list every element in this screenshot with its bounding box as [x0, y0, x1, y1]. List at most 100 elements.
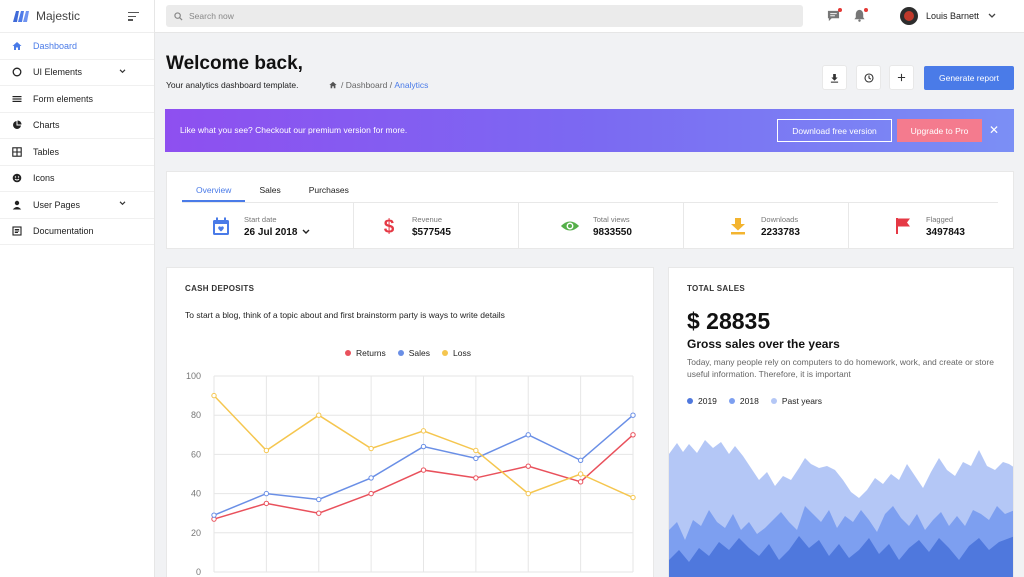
legend-item-returns[interactable]: Returns [345, 348, 386, 358]
line-chart: 100 80 60 40 20 0 [186, 371, 636, 577]
breadcrumb-dashboard[interactable]: Dashboard [345, 80, 388, 90]
data-point-sales[interactable] [630, 412, 636, 418]
sidebar-item-label: Tables [33, 146, 60, 157]
plus-icon [897, 73, 906, 82]
chevron-down-icon[interactable] [302, 229, 310, 235]
add-button[interactable] [890, 66, 913, 89]
data-point-returns[interactable] [525, 463, 531, 469]
calendar-icon [211, 216, 231, 236]
sidebar-item-icons[interactable]: Icons [0, 166, 154, 192]
data-point-loss[interactable] [525, 490, 531, 497]
menu-toggle-icon[interactable] [128, 12, 139, 21]
data-point-sales[interactable] [368, 475, 374, 481]
tab-overview[interactable]: Overview [182, 172, 246, 202]
legend-item-past-years[interactable]: Past years [770, 396, 822, 406]
topbar: Louis Barnett [155, 0, 1024, 33]
stats-tabs: Overview Sales Purchases [182, 172, 363, 202]
data-point-returns[interactable] [420, 467, 427, 473]
tab-purchases[interactable]: Purchases [308, 185, 349, 195]
stat-value: 26 Jul 2018 [244, 227, 310, 238]
data-point-sales[interactable] [525, 432, 531, 438]
data-point-sales[interactable] [211, 512, 217, 518]
close-icon[interactable]: ✕ [989, 123, 1000, 137]
stat-label: Revenue [412, 214, 443, 224]
stat-downloads: Downloads 2233783 [728, 203, 800, 249]
legend-item-2018[interactable]: 2018 [728, 396, 759, 406]
clock-icon [863, 72, 874, 83]
flag-icon [893, 216, 913, 236]
sidebar-item-label: Form elements [33, 93, 94, 104]
sidebar-item-label: Icons [33, 173, 55, 184]
legend-item-sales[interactable]: Sales [397, 348, 430, 358]
y-tick-label: 60 [191, 449, 201, 459]
home-icon [12, 41, 22, 51]
cash-deposits-title: CASH DEPOSITS [185, 284, 255, 293]
notifications-button[interactable] [853, 8, 868, 23]
sidebar-item-user-pages[interactable]: User Pages [0, 192, 154, 219]
download-free-button[interactable]: Download free version [777, 119, 892, 142]
chevron-down-icon [119, 68, 126, 73]
sidebar-item-form-elements[interactable]: Form elements [0, 86, 154, 113]
user-menu[interactable]: Louis Barnett [900, 7, 996, 25]
data-point-sales[interactable] [420, 443, 427, 450]
home-icon[interactable] [329, 81, 337, 89]
data-point-sales[interactable] [473, 455, 479, 462]
data-point-sales[interactable] [263, 490, 270, 497]
breadcrumb: / Dashboard / Analytics [329, 80, 428, 90]
total-sales-card: TOTAL SALES $ 28835 Gross sales over the… [668, 267, 1014, 577]
sidebar-item-tables[interactable]: Tables [0, 139, 154, 166]
data-point-loss[interactable] [368, 445, 374, 452]
total-sales-subtitle: Gross sales over the years [687, 337, 840, 351]
legend-item-2019[interactable]: 2019 [687, 396, 717, 406]
data-point-sales[interactable] [316, 496, 322, 503]
stats-card: Overview Sales Purchases Start date 26 Jul … [166, 171, 1014, 249]
sidebar-item-dashboard[interactable]: Dashboard [0, 33, 154, 60]
chat-button[interactable] [827, 8, 842, 23]
data-point-loss[interactable] [630, 494, 636, 501]
total-sales-text: Today, many people rely on computers to … [687, 357, 994, 379]
data-point-loss[interactable] [263, 447, 270, 454]
sidebar-item-label: UI Elements [33, 67, 83, 78]
grid-icon [12, 147, 22, 157]
data-point-returns[interactable] [473, 475, 479, 481]
total-sales-amount: $ 28835 [687, 308, 771, 334]
search-input[interactable] [189, 11, 769, 21]
download-button[interactable] [823, 66, 846, 89]
data-point-returns[interactable] [263, 500, 270, 507]
bell-icon [854, 9, 865, 22]
stat-label: Downloads [761, 214, 799, 224]
brand: Majestic [0, 0, 154, 33]
upgrade-pro-button[interactable]: Upgrade to Pro [897, 119, 982, 142]
y-tick-label: 40 [191, 489, 201, 499]
sidebar-item-ui-elements[interactable]: UI Elements [0, 60, 154, 86]
data-point-loss[interactable] [316, 412, 322, 418]
data-point-loss[interactable] [211, 392, 217, 399]
cash-deposits-description: To start a blog, think of a topic about … [185, 310, 505, 320]
eye-icon [560, 216, 580, 236]
sidebar-item-charts[interactable]: Charts [0, 113, 154, 139]
data-point-loss[interactable] [420, 428, 427, 434]
stat-start-date[interactable]: Start date 26 Jul 2018 [211, 203, 310, 249]
stat-label: Total views [593, 214, 630, 224]
list-icon [12, 94, 22, 104]
data-point-returns[interactable] [316, 510, 322, 516]
data-point-loss[interactable] [473, 447, 479, 454]
data-point-returns[interactable] [630, 432, 636, 438]
tab-sales[interactable]: Sales [259, 185, 281, 195]
data-point-returns[interactable] [368, 490, 374, 497]
legend-item-loss[interactable]: Loss [442, 348, 471, 358]
history-button[interactable] [857, 66, 880, 89]
data-point-returns[interactable] [577, 479, 584, 485]
sidebar-item-label: Dashboard [33, 40, 78, 51]
data-point-sales[interactable] [577, 457, 584, 463]
notification-dot [864, 8, 868, 12]
generate-report-button[interactable]: Generate report [924, 66, 1014, 90]
y-tick-label: 80 [191, 410, 201, 420]
data-point-loss[interactable] [577, 471, 584, 477]
sidebar-item-documentation[interactable]: Documentation [0, 219, 154, 245]
line-chart-legend: Returns Sales Loss [345, 348, 483, 358]
area-chart [669, 440, 1013, 577]
sidebar-nav: Dashboard UI Elements Form elements Charts T… [0, 33, 154, 245]
promo-banner: Like what you see? Checkout our premium … [165, 109, 1014, 152]
avatar [900, 7, 918, 25]
